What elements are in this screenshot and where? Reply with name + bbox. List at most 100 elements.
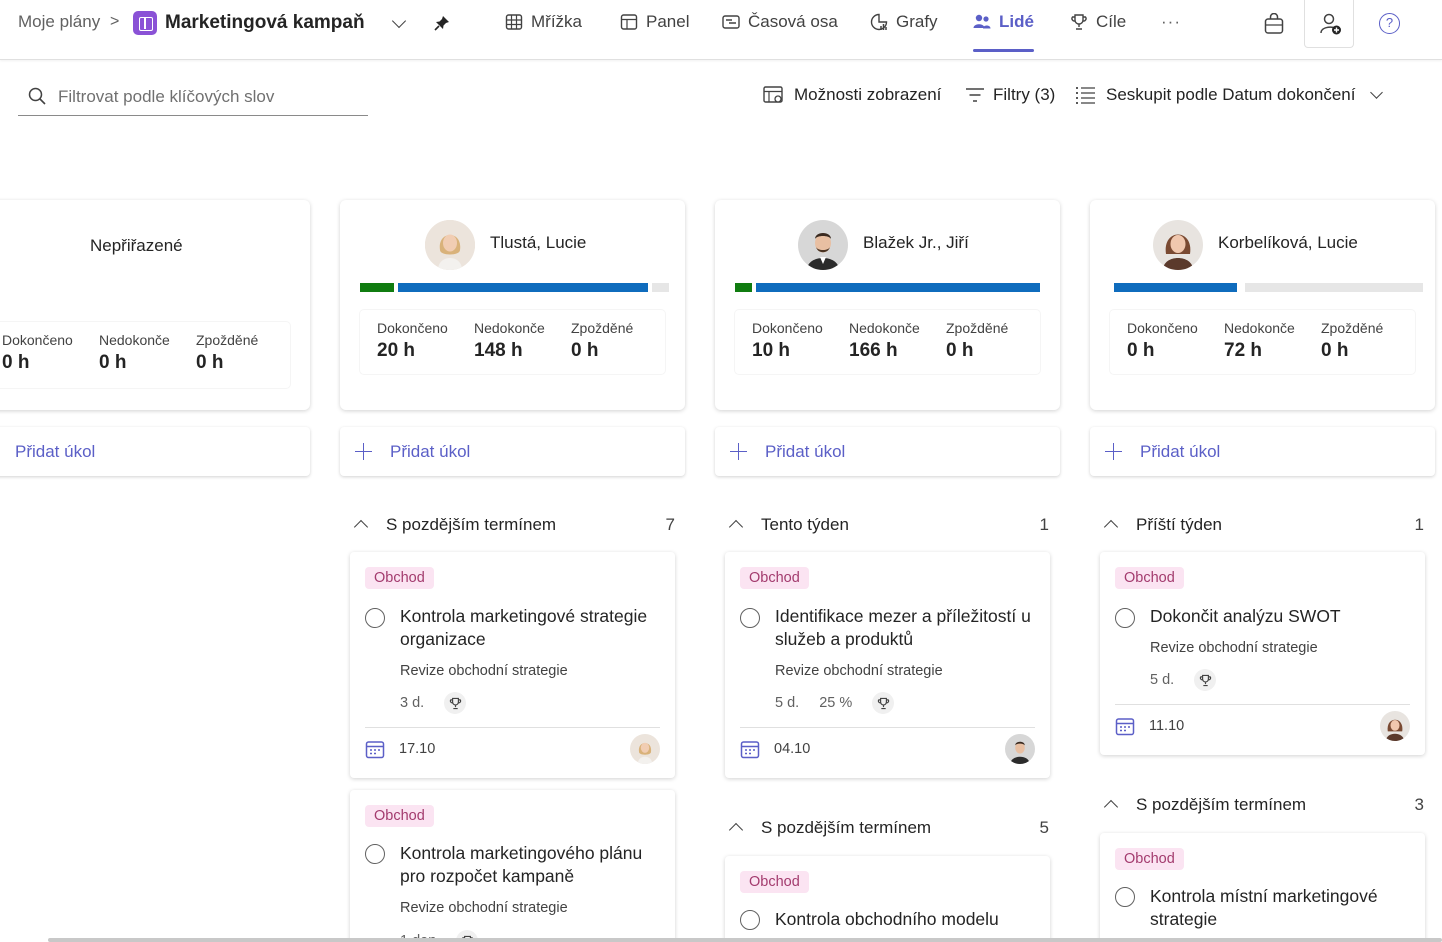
group-header[interactable]: S pozdějším termínem 5: [727, 818, 1049, 842]
progress-done-segment: [735, 283, 752, 292]
avatar: [425, 220, 475, 270]
column-person-card: Korbelíková, Lucie Dokončeno 0 h Nedokon…: [1090, 200, 1435, 410]
task-bucket: Revize obchodní strategie: [400, 900, 568, 916]
group-by-label: Seskupit podle Datum dokončení: [1106, 85, 1356, 104]
share-plan-button[interactable]: [1304, 0, 1354, 48]
add-task-label: Přidat úkol: [15, 441, 96, 461]
task-meta: 5 d. 25 %: [775, 692, 895, 714]
complete-task-checkbox[interactable]: [365, 608, 385, 628]
task-card[interactable]: Obchod Kontrola místní marketingové stra…: [1100, 833, 1425, 942]
plan-icon: [133, 11, 157, 35]
task-tag: Obchod: [365, 567, 434, 589]
goal-trophy-icon: [444, 692, 467, 714]
plan-dropdown-chevron-icon[interactable]: [391, 13, 407, 29]
add-task-button[interactable]: Přidat úkol: [340, 427, 685, 476]
plus-icon: [1105, 443, 1122, 460]
task-card[interactable]: Obchod Identifikace mezer a příležitostí…: [725, 552, 1050, 778]
calendar-icon: [365, 741, 385, 759]
task-title[interactable]: Kontrola marketingového plánu pro rozpoč…: [400, 843, 643, 886]
plan-title[interactable]: Marketingová kampaň: [165, 12, 365, 33]
stats-panel: Dokončeno 0 h Nedokonče 72 h Zpožděné 0 …: [1110, 310, 1415, 374]
add-task-button[interactable]: Přidat úkol: [0, 427, 310, 476]
complete-task-checkbox[interactable]: [740, 910, 760, 930]
bag-icon[interactable]: [1264, 13, 1284, 35]
filters-button[interactable]: Filtry (3): [965, 85, 1055, 105]
complete-task-checkbox[interactable]: [365, 844, 385, 864]
search-icon: [28, 87, 46, 105]
task-due-date[interactable]: 11.10: [1115, 716, 1184, 736]
trophy-icon: [1071, 14, 1087, 30]
task-duration: 1 den: [400, 933, 436, 942]
group-title: Příští týden: [1136, 515, 1222, 534]
tab-grid-label: Mřížka: [531, 12, 582, 31]
add-task-button[interactable]: Přidat úkol: [715, 427, 1060, 476]
tab-board[interactable]: Panel: [620, 12, 689, 50]
task-card[interactable]: Obchod Kontrola obchodního modelu: [725, 856, 1050, 942]
task-title[interactable]: Kontrola obchodního modelu: [775, 909, 999, 929]
board-icon: [620, 14, 638, 30]
complete-task-checkbox[interactable]: [1115, 608, 1135, 628]
task-meta: 3 d.: [400, 692, 467, 714]
complete-task-checkbox[interactable]: [1115, 887, 1135, 907]
stats-panel: Dokončeno 20 h Nedokonče 148 h Zpožděné …: [360, 310, 665, 374]
assignee-avatar[interactable]: [630, 734, 660, 764]
timeline-icon: [722, 15, 740, 29]
pin-icon[interactable]: [434, 15, 450, 31]
task-title[interactable]: Kontrola místní marketingové strategie: [1150, 886, 1378, 929]
stat-not-done: Nedokonče 166 h: [849, 320, 920, 361]
task-title[interactable]: Identifikace mezer a příležitostí u služ…: [775, 606, 1031, 649]
avatar: [1153, 220, 1203, 270]
add-task-button[interactable]: Přidat úkol: [1090, 427, 1435, 476]
tab-charts[interactable]: Grafy: [870, 12, 938, 50]
group-count: 1: [1039, 515, 1049, 534]
keyword-filter-input[interactable]: [58, 84, 358, 110]
task-tag: Obchod: [1115, 567, 1184, 589]
complete-task-checkbox[interactable]: [740, 608, 760, 628]
task-duration: 3 d.: [400, 695, 425, 711]
goal-trophy-icon: [872, 692, 895, 714]
stat-late: Zpožděné 0 h: [1321, 320, 1384, 361]
task-title[interactable]: Kontrola marketingové strategie organiza…: [400, 606, 648, 649]
people-icon: [973, 14, 991, 29]
help-icon[interactable]: ?: [1379, 13, 1400, 34]
task-percent: 25 %: [819, 695, 853, 711]
group-by-button[interactable]: Seskupit podle Datum dokončení: [1075, 85, 1383, 105]
task-card[interactable]: Obchod Kontrola marketingového plánu pro…: [350, 790, 675, 942]
top-bar: Moje plány > Marketingová kampaň Mřížka …: [0, 0, 1442, 60]
group-by-chevron-icon: [1369, 85, 1383, 99]
stat-done: Dokončeno 10 h: [752, 320, 823, 361]
stat-not-done: Nedokonče 72 h: [1224, 320, 1295, 361]
stat-late: Zpožděné 0 h: [571, 320, 634, 361]
task-card[interactable]: Obchod Dokončit analýzu SWOT Revize obch…: [1100, 552, 1425, 755]
calendar-icon: [740, 741, 760, 759]
task-divider: [740, 727, 1035, 728]
tab-timeline[interactable]: Časová osa: [722, 12, 838, 50]
group-count: 7: [665, 515, 675, 534]
task-tag: Obchod: [740, 871, 809, 893]
horizontal-scrollbar[interactable]: [48, 938, 1442, 942]
task-title[interactable]: Dokončit analýzu SWOT: [1150, 606, 1341, 626]
assignee-avatar[interactable]: [1005, 734, 1035, 764]
task-meta: 5 d.: [1150, 669, 1217, 691]
task-due-date[interactable]: 04.10: [740, 739, 810, 759]
tab-people[interactable]: Lidé: [973, 12, 1034, 52]
group-header[interactable]: Příští týden 1: [1102, 515, 1424, 539]
avatar: [798, 220, 848, 270]
stats-panel: Dokončeno 0 h Nedokonče 0 h Zpožděné 0 h: [0, 322, 290, 388]
view-options-button[interactable]: Možnosti zobrazení: [763, 85, 941, 105]
assignee-avatar[interactable]: [1380, 711, 1410, 741]
filter-box: [18, 80, 368, 116]
group-header[interactable]: S pozdějším termínem 3: [1102, 795, 1424, 819]
group-header[interactable]: Tento týden 1: [727, 515, 1049, 539]
breadcrumb-my-plans[interactable]: Moje plány: [18, 12, 101, 31]
tab-grid[interactable]: Mřížka: [505, 12, 582, 50]
more-tabs-button[interactable]: ···: [1161, 12, 1181, 31]
progress-done-segment: [360, 283, 394, 292]
group-title: Tento týden: [761, 515, 849, 534]
add-task-label: Přidat úkol: [390, 441, 471, 461]
collapse-chevron-icon: [1103, 799, 1119, 815]
task-due-date[interactable]: 17.10: [365, 739, 435, 759]
tab-goals[interactable]: Cíle: [1070, 12, 1126, 50]
task-card[interactable]: Obchod Kontrola marketingové strategie o…: [350, 552, 675, 778]
group-header[interactable]: S pozdějším termínem 7: [352, 515, 675, 539]
